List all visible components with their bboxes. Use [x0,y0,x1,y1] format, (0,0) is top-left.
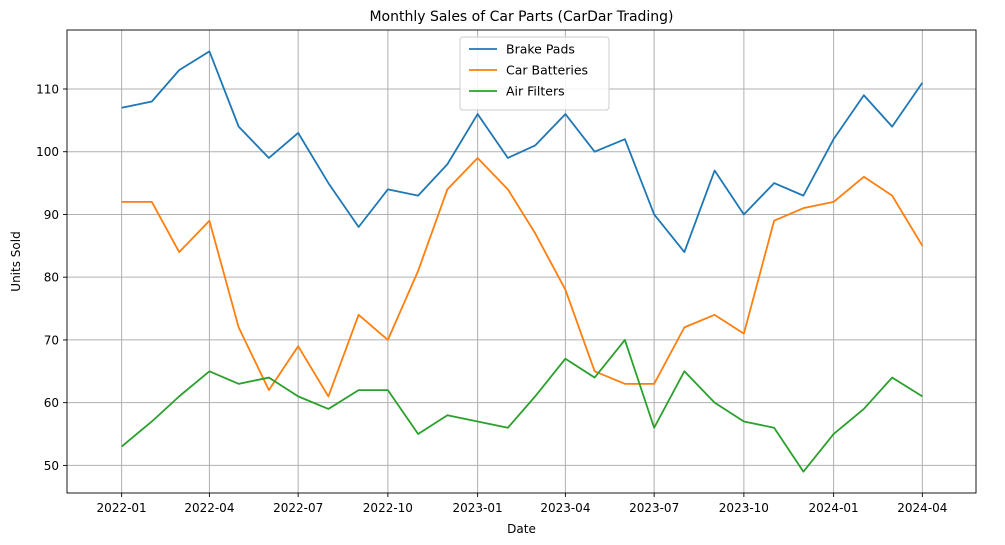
legend-label: Air Filters [506,84,565,99]
legend: Brake Pads Car Batteries Air Filters [459,36,610,111]
chart-title: Monthly Sales of Car Parts (CarDar Tradi… [369,9,673,25]
series-lines [121,50,924,473]
x-tick-label: 2022-07 [273,501,323,515]
y-axis-title: Units Sold [9,231,23,291]
x-tick-label: 2023-07 [629,501,679,515]
x-tick-label: 2023-10 [719,501,769,515]
series-line-air-filters [121,339,923,473]
x-tick-label: 2023-04 [540,501,590,515]
legend-label: Brake Pads [506,42,575,57]
y-tick-label: 70 [44,333,59,347]
x-tick-label: 2022-01 [97,501,147,515]
grid [67,30,976,493]
series-line-brake-pads [121,50,924,253]
x-tick-label: 2024-01 [809,501,859,515]
y-tick-label: 80 [44,271,59,285]
y-tick-label: 100 [36,145,59,159]
x-tick-label: 2023-01 [453,501,503,515]
x-axis-title: Date [507,522,536,536]
legend-label: Car Batteries [506,63,588,78]
y-tick-label: 110 [36,82,59,96]
legend-box [459,36,610,111]
y-tick-label: 60 [44,396,59,410]
x-tick-label: 2022-04 [184,501,234,515]
series-line-car-batteries [121,157,924,398]
y-tick-label: 50 [44,459,59,473]
y-tick-label: 90 [44,208,59,222]
x-tick-label: 2022-10 [363,501,413,515]
plot-frame [66,29,977,494]
x-tick-label: 2024-04 [897,501,947,515]
axis-ticks: 2022-01 2022-04 2022-07 2022-10 2023-01 2023-… [36,82,947,515]
